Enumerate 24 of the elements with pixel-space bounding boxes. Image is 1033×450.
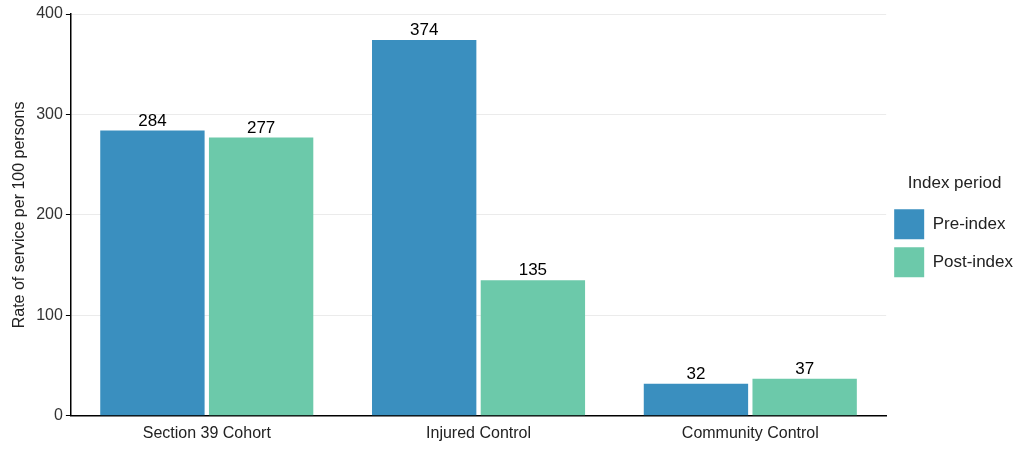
legend-label: Pre-index [932,213,1006,233]
y-tick-label: 300 [36,104,63,122]
x-tick-label: Community Control [681,423,819,441]
data-label: 32 [686,363,706,383]
y-tick-label: 0 [53,406,63,424]
legend-label: Post-index [932,251,1014,271]
y-tick-label: 100 [36,305,63,323]
data-label: 277 [246,117,276,137]
bar [480,280,586,416]
y-tick-label: 400 [36,4,63,22]
legend-title: Index period [907,172,1002,192]
x-tick-label: Injured Control [426,423,532,441]
data-label: 135 [518,260,548,280]
data-label: 284 [138,110,167,130]
bar [643,383,749,416]
bar [372,40,477,416]
x-tick-label: Section 39 Cohort [142,423,272,441]
y-tick-label: 200 [36,205,63,223]
data-label: 374 [410,20,439,40]
data-label: 37 [795,358,815,378]
bar [208,137,314,416]
bar [752,378,857,416]
y-axis-title: Rate of service per 100 persons [10,101,28,329]
bar [100,130,205,416]
